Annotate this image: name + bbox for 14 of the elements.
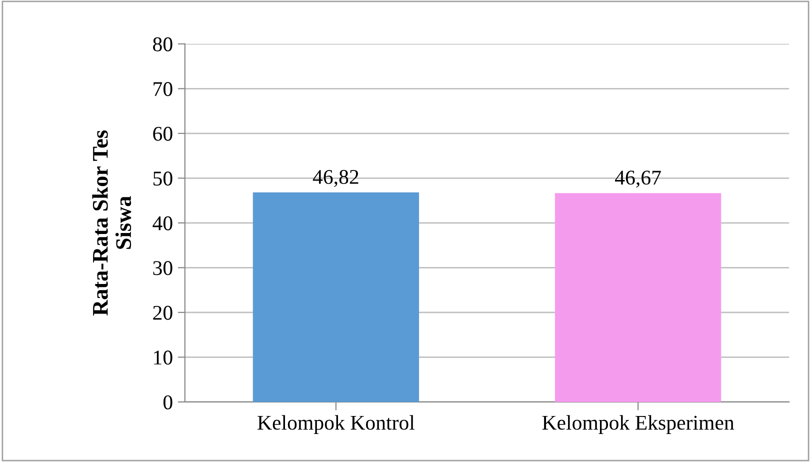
- y-axis-title: Rata-Rata Skor Tes Siswa: [92, 130, 132, 316]
- x-tick-label: Kelompok Kontrol: [258, 415, 415, 434]
- y-tick-label: 20: [153, 306, 172, 320]
- y-tick-label: 0: [163, 395, 172, 410]
- y-tick-label: 60: [153, 126, 172, 141]
- x-tick-label: Kelompok Eksperimen: [542, 415, 734, 434]
- y-tick-label: 10: [154, 350, 172, 365]
- data-label: 46,82: [312, 170, 358, 187]
- y-tick-label: 80: [153, 37, 172, 52]
- y-tick-label: 30: [153, 261, 172, 276]
- y-tick-label: 70: [154, 82, 172, 96]
- y-tick-label: 40: [152, 216, 172, 230]
- y-tick-label: 50: [153, 172, 172, 186]
- data-label: 46,67: [615, 170, 661, 188]
